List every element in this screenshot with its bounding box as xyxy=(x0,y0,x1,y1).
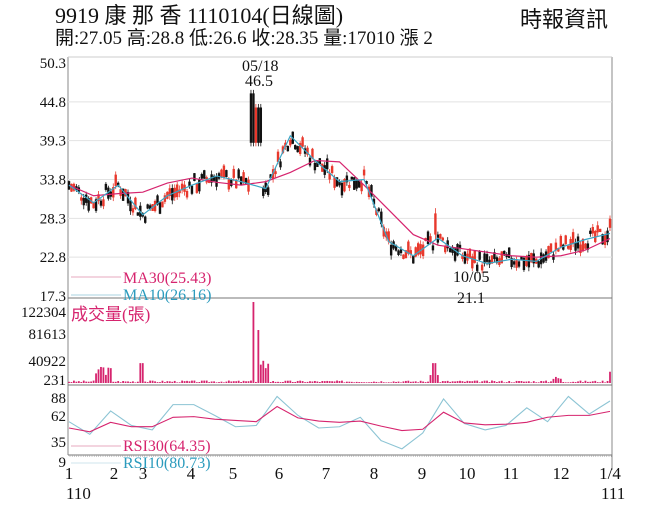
x-tick-2: 2 xyxy=(110,464,119,483)
volume-label: 成交量(張) xyxy=(71,305,150,324)
rsi-y-tick: 9 xyxy=(59,455,67,471)
x-tick-11: 11 xyxy=(503,464,519,483)
volume-y-axis: 122304 81613 40922 231 xyxy=(21,305,67,389)
rsi-panel xyxy=(68,395,612,464)
ma10-legend-label: MA10(26.16) xyxy=(123,287,211,304)
x-axis: 1 2 3 4 5 6 7 8 9 10 11 12 1/4 xyxy=(65,464,622,483)
x-tick-8: 8 xyxy=(370,464,379,483)
x-tick-9: 9 xyxy=(418,464,427,483)
quote-summary: 開:27.05 高:28.8 低:26.6 收:28.35 量:17010 漲 … xyxy=(55,28,433,49)
x-tick-7: 7 xyxy=(322,464,331,483)
x-tick-6: 6 xyxy=(275,464,284,483)
ma30-legend-label: MA30(25.43) xyxy=(123,270,211,287)
rsi30-line xyxy=(68,405,611,433)
rsi-y-tick: 35 xyxy=(51,435,66,451)
ma-legend: MA30(25.43) MA10(26.16) xyxy=(71,270,211,304)
volume-y-tick: 122304 xyxy=(21,305,67,321)
price-y-tick: 17.3 xyxy=(40,289,66,305)
year-end-label: 111 xyxy=(601,484,625,503)
x-tick-1: 1 xyxy=(65,464,74,483)
low-date-annotation: 10/05 xyxy=(453,269,489,286)
rsi-y-tick: 62 xyxy=(51,409,66,425)
volume-y-tick: 81613 xyxy=(29,327,67,343)
x-tick-1-4: 1/4 xyxy=(599,464,621,483)
volume-panel: 成交量(張) xyxy=(68,302,612,386)
high-date-annotation: 05/18 xyxy=(242,58,278,75)
rsi-y-axis: 88 62 35 9 xyxy=(51,391,66,471)
low-value-annotation: 21.1 xyxy=(457,290,485,307)
price-y-tick: 39.3 xyxy=(40,134,66,150)
rsi-y-tick: 88 xyxy=(51,391,66,407)
volume-y-tick: 40922 xyxy=(29,354,67,370)
price-y-tick: 33.8 xyxy=(40,173,66,189)
price-y-tick: 50.3 xyxy=(40,56,66,72)
price-panel xyxy=(67,56,613,470)
x-tick-10: 10 xyxy=(459,464,476,483)
rsi30-legend-label: RSI30(64.35) xyxy=(123,438,211,455)
chart-title: 9919 康 那 香 1110104(日線圖) xyxy=(55,3,344,28)
price-y-axis: 50.3 44.8 39.3 33.8 28.3 22.8 17.3 xyxy=(40,56,66,305)
ma10-line xyxy=(68,134,611,265)
price-y-tick: 44.8 xyxy=(40,95,66,111)
year-start-label: 110 xyxy=(66,484,91,503)
x-tick-4: 4 xyxy=(187,464,196,483)
volume-y-tick: 231 xyxy=(44,373,67,389)
x-tick-12: 12 xyxy=(553,464,570,483)
x-tick-5: 5 xyxy=(229,464,238,483)
price-y-tick: 22.8 xyxy=(40,250,66,266)
rsi10-legend-label: RSI10(80.73) xyxy=(123,455,211,472)
high-value-annotation: 46.5 xyxy=(245,73,273,90)
rsi10-line xyxy=(68,395,611,450)
x-tick-3: 3 xyxy=(139,464,148,483)
price-y-tick: 28.3 xyxy=(40,211,66,227)
ma30-line xyxy=(68,159,611,258)
brand-logo-text: 時報資訊 xyxy=(520,7,609,32)
